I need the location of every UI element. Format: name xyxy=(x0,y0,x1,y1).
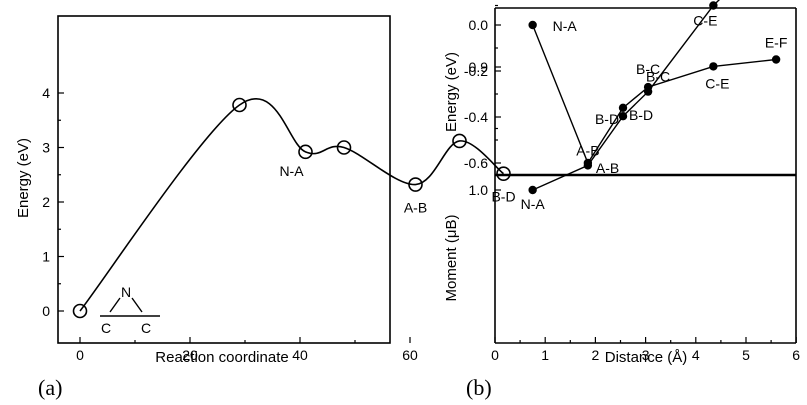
x-tick-label: 60 xyxy=(402,347,418,363)
point-label: N-A xyxy=(553,18,578,34)
point-label: B-D xyxy=(595,111,619,127)
inset-atom: N xyxy=(121,284,131,300)
y-tick-label: 0.9 xyxy=(469,59,489,75)
y-tick-label: 0 xyxy=(42,303,50,319)
panel-label-b: (b) xyxy=(466,375,492,400)
x-tick-label: 0 xyxy=(491,347,499,363)
data-point xyxy=(771,55,781,64)
point-label: B-D xyxy=(629,107,653,123)
point-label: B-C xyxy=(636,61,660,77)
panel-a-frame xyxy=(57,15,391,344)
panel-b-top-plot: 0.0 -0.2 -0.4 -0.6 Energy (eV) N-A A-B B-D B-C C-… xyxy=(443,7,797,176)
data-point xyxy=(298,144,313,160)
point-label: A-B xyxy=(576,142,599,158)
x-axis-title: Distance (Å) xyxy=(605,349,688,366)
point-label: B-D xyxy=(491,189,515,205)
point-label: B-C xyxy=(646,69,670,85)
data-point xyxy=(583,161,593,170)
data-point xyxy=(408,177,423,192)
inset-atom: C xyxy=(141,320,151,336)
y-tick-label: -0.2 xyxy=(464,63,488,79)
moment-line xyxy=(532,0,720,191)
x-tick-label: 3 xyxy=(642,347,650,363)
x-tick-label: 2 xyxy=(592,347,600,363)
x-tick-label: 40 xyxy=(292,347,308,363)
inset-molecule: N C C xyxy=(100,284,160,336)
data-point xyxy=(232,97,247,113)
data-point xyxy=(528,185,537,195)
x-tick-label: 6 xyxy=(792,347,800,363)
x-tick-label: 5 xyxy=(742,347,750,363)
point-label: A-B xyxy=(404,200,427,216)
panel-b-bottom-plot: 1.00.90.80123456Distance (Å)Moment (μB)N… xyxy=(443,0,800,400)
x-axis-title: Reaction coordinate xyxy=(155,349,288,366)
y-tick-label: 1 xyxy=(42,249,50,265)
y-tick-label: 1.0 xyxy=(469,182,489,198)
energy-line xyxy=(532,24,777,165)
y-tick-label: -0.6 xyxy=(464,155,488,171)
data-point xyxy=(528,20,537,30)
data-point xyxy=(709,62,718,71)
y-tick-label: 4 xyxy=(42,85,50,101)
inset-bond-right xyxy=(131,297,143,313)
y-tick-label: 3 xyxy=(42,140,50,156)
data-point xyxy=(336,140,352,155)
data-point xyxy=(709,1,718,10)
x-tick-label: 4 xyxy=(692,347,700,363)
data-point xyxy=(643,87,653,96)
x-tick-label: 20 xyxy=(182,347,198,363)
point-label: C-E xyxy=(693,13,717,29)
energy-curve xyxy=(79,97,505,312)
point-label: N-A xyxy=(279,163,304,179)
y-tick-label: -0.4 xyxy=(464,109,488,125)
data-point xyxy=(72,303,88,319)
data-point xyxy=(618,112,628,121)
data-point xyxy=(618,103,628,113)
y-axis-title: Moment (μB) xyxy=(443,215,460,302)
y-tick-label: 0.0 xyxy=(469,17,489,33)
inset-bond-left xyxy=(109,297,121,313)
panel-label-a: (a) xyxy=(38,375,62,400)
y-axis-title: Energy (eV) xyxy=(443,52,460,132)
inset-atom: C xyxy=(101,320,111,336)
y-tick-label: 2 xyxy=(42,194,50,210)
y-axis-title: Energy (eV) xyxy=(15,138,32,218)
point-label: E-F xyxy=(765,35,788,51)
x-tick-label: 1 xyxy=(541,347,549,363)
point-label: C-E xyxy=(705,75,729,91)
point-label: N-A xyxy=(521,196,546,212)
panel-a-plot: 0 20 40 60 0 1 2 3 4 Reaction coordinate Energy (e… xyxy=(15,15,516,400)
x-tick-label: 0 xyxy=(76,347,84,363)
data-point xyxy=(452,133,467,149)
point-label: A-B xyxy=(596,160,619,176)
data-point xyxy=(496,166,511,181)
